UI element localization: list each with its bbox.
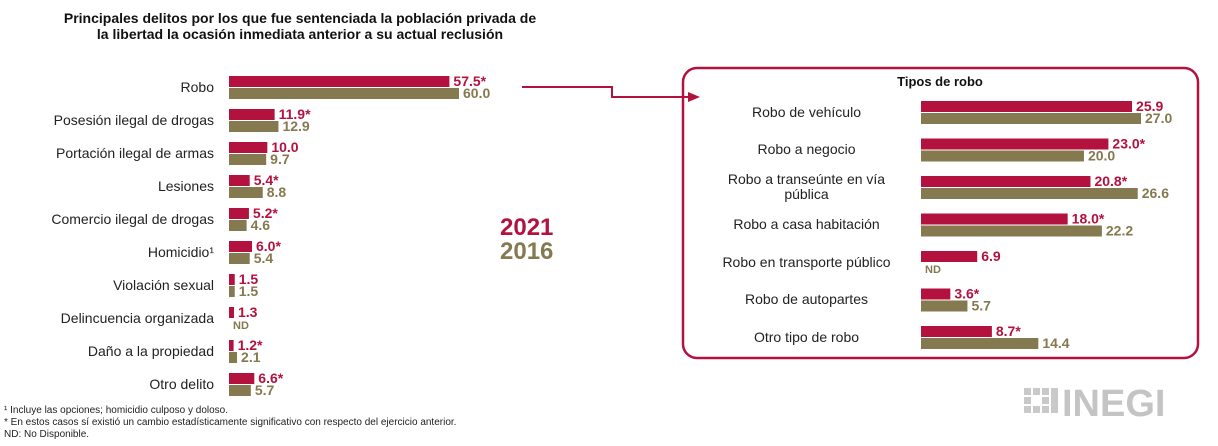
value-label: 3.6*	[954, 286, 979, 302]
value-label: 23.0*	[1112, 136, 1145, 152]
category-label: Robo de vehículo	[752, 103, 861, 120]
category-label: Homicidio¹	[147, 243, 214, 260]
bar	[229, 373, 255, 384]
value-label: 6.0*	[256, 238, 281, 254]
value-label: 4.6	[251, 217, 271, 233]
value-label: 1.5	[239, 271, 259, 287]
footnote: ¹ Incluye las opciones; homicidio culpos…	[4, 405, 229, 416]
bar	[229, 352, 238, 363]
value-label: 8.7*	[996, 323, 1021, 339]
bar	[921, 138, 1109, 150]
bar	[921, 338, 1039, 349]
category-label: Robo	[180, 78, 214, 95]
value-label: 8.8	[267, 184, 287, 200]
bar	[229, 187, 263, 198]
bar	[229, 88, 459, 99]
bar	[921, 225, 1102, 237]
arrow-head	[688, 92, 700, 102]
value-label: 2.1	[241, 349, 261, 365]
value-label: 11.9*	[279, 106, 311, 122]
category-label: Posesión ilegal de drogas	[53, 111, 214, 128]
footnote: * En estos casos sí existió un cambio es…	[4, 417, 457, 428]
category-label: Daño a la propiedad	[87, 342, 214, 359]
category-label: Robo a casa habitación	[733, 216, 880, 232]
value-label: 26.6	[1142, 185, 1169, 201]
category-label: Robo en transporte público	[722, 253, 891, 270]
bar	[921, 300, 968, 312]
chart-title: Principales delitos por los que fue sent…	[63, 10, 537, 42]
bar	[229, 274, 235, 285]
bar	[229, 175, 250, 186]
value-label: 20.0	[1088, 148, 1115, 164]
bar	[921, 188, 1138, 199]
bar	[229, 208, 249, 219]
value-label: 5.7	[971, 298, 991, 314]
bar	[229, 241, 252, 252]
category-label: Robo de autopartes	[745, 291, 868, 307]
value-label: 27.0	[1145, 110, 1172, 126]
bar	[921, 150, 1084, 162]
category-label: Portación ilegal de armas	[56, 144, 214, 161]
category-label: Robo a transeúnte en vía pública	[727, 171, 886, 202]
category-label: Delincuencia organizada	[60, 309, 214, 326]
logo: INEGI	[1062, 383, 1165, 425]
logo-icon	[1024, 388, 1058, 413]
value-label: 20.8*	[1094, 173, 1127, 189]
legend-label: 2021	[500, 214, 553, 241]
bar	[229, 385, 251, 396]
value-label: 5.2*	[253, 205, 278, 221]
bar	[229, 220, 247, 231]
connector-arrow	[522, 86, 690, 98]
value-label: 22.2	[1106, 223, 1133, 239]
value-label: ND	[233, 320, 249, 332]
category-label: Otro delito	[149, 375, 214, 392]
bar	[229, 142, 268, 153]
bar	[921, 176, 1091, 187]
bar	[229, 286, 235, 297]
value-label: 60.0	[463, 85, 490, 101]
bar	[229, 154, 267, 165]
value-label: 1.3	[238, 304, 258, 320]
bar	[229, 76, 450, 87]
value-label: 12.9	[282, 118, 309, 134]
category-label: Robo a negocio	[757, 141, 856, 157]
inset-frame	[681, 66, 1200, 360]
chart-title: Tipos de robo	[897, 74, 983, 89]
value-label: 1.5	[239, 283, 259, 299]
value-label: 6.9	[981, 248, 1001, 264]
bar	[921, 101, 1133, 112]
legend-label: 2016	[500, 238, 553, 265]
value-label: 25.9	[1136, 98, 1163, 114]
value-label: 14.4	[1042, 335, 1069, 351]
value-label: 5.7	[255, 382, 275, 398]
value-label: ND	[925, 264, 941, 276]
value-label: 18.0*	[1072, 211, 1105, 227]
footnote: ND: No Disponible.	[4, 429, 90, 440]
category-label: Lesiones	[157, 177, 214, 194]
category-label: Comercio ilegal de drogas	[51, 210, 214, 227]
value-label: 5.4	[254, 250, 274, 266]
value-label: 10.0	[271, 139, 298, 155]
bar	[921, 251, 978, 262]
bar	[229, 307, 234, 318]
bar	[229, 109, 275, 120]
value-label: 5.4*	[254, 172, 279, 188]
value-label: 9.7	[270, 151, 290, 167]
bar	[921, 288, 951, 300]
category-label: Violación sexual	[113, 276, 214, 293]
bar	[921, 213, 1068, 225]
bar	[921, 113, 1141, 124]
value-label: 6.6*	[258, 370, 283, 386]
value-label: 57.5*	[453, 73, 486, 89]
bar	[229, 340, 234, 351]
bar	[921, 326, 992, 337]
bar	[229, 121, 279, 132]
bar	[229, 253, 250, 264]
category-label: Otro tipo de robo	[753, 328, 860, 345]
value-label: 1.2*	[238, 337, 263, 353]
